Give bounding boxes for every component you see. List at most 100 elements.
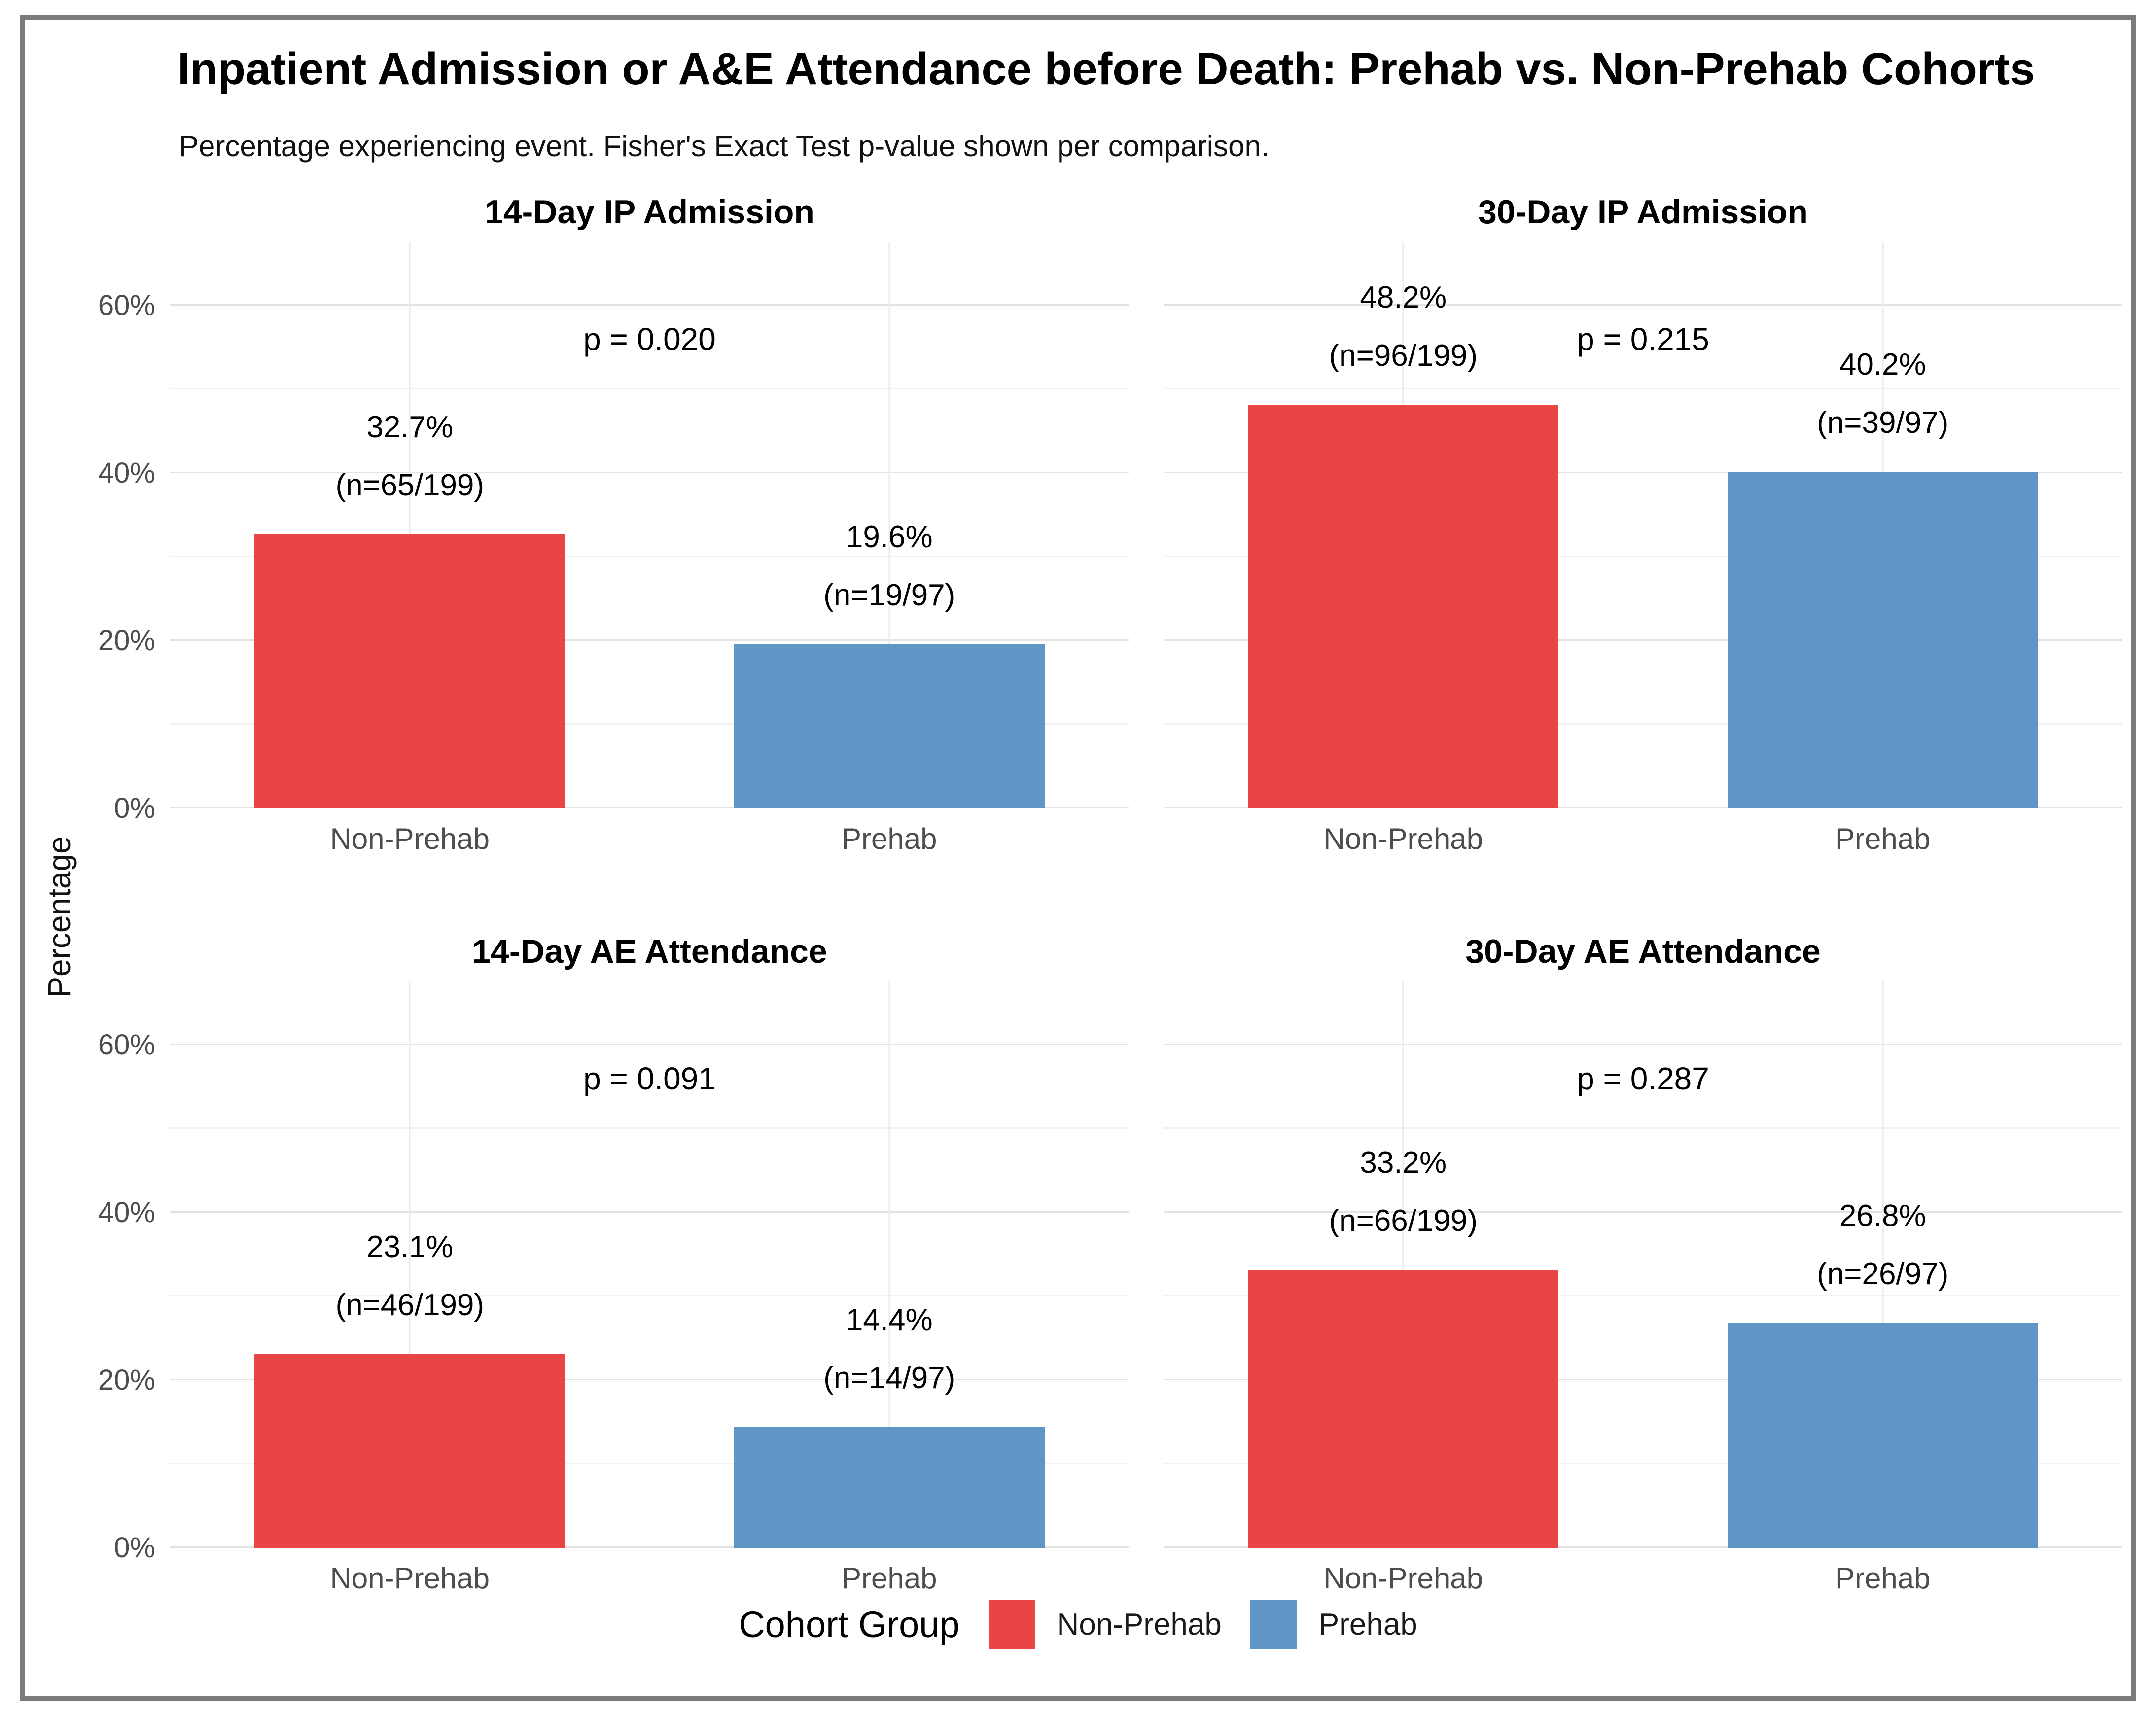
facet-14-day-ae-attendance: 14-Day AE Attendance 60% 40% 20% 0% 23.1… (98, 929, 1129, 1601)
gridline-major (1164, 304, 2122, 306)
bar-value-label: 40.2% (n=39/97) (1817, 336, 1948, 452)
gridline-major (1164, 1379, 2122, 1380)
y-tick-label: 20% (98, 625, 155, 657)
bar-value-label: 23.1% (n=46/199) (335, 1218, 484, 1334)
plot-panel: 32.7% (n=65/199) 19.6% (n=19/97) p = 0.0… (170, 242, 1129, 808)
gridline-minor (1164, 1127, 2122, 1129)
bar-value-label: 32.7% (n=65/199) (335, 398, 484, 515)
plot-panel: 33.2% (n=66/199) 26.8% (n=26/97) p = 0.2… (1164, 981, 2122, 1548)
bar-non-prehab (254, 534, 566, 808)
facet-14-day-ip-admission: 14-Day IP Admission 60% 40% 20% 0% 32.7%… (98, 190, 1129, 861)
y-tick-label: 60% (98, 1029, 155, 1061)
p-value-label: p = 0.020 (583, 321, 716, 357)
percent-label: 19.6% (846, 520, 933, 554)
gridline-major (170, 1379, 1129, 1380)
x-axis-tick-labels: Non-Prehab Prehab (1164, 822, 2122, 861)
count-label: (n=96/199) (1329, 338, 1478, 373)
x-tick-label-prehab: Prehab (842, 822, 937, 855)
legend-label-non-prehab: Non-Prehab (1057, 1607, 1222, 1642)
p-value-label: p = 0.215 (1577, 321, 1709, 357)
gridlines (1164, 981, 2122, 1548)
x-tick-label-non-prehab: Non-Prehab (330, 1562, 490, 1595)
gridline-major (170, 1546, 1129, 1548)
count-label: (n=14/97) (823, 1361, 955, 1396)
percent-label: 33.2% (1360, 1145, 1447, 1180)
gridlines (170, 242, 1129, 808)
bar-non-prehab (254, 1354, 566, 1548)
legend-swatch-prehab (1250, 1600, 1297, 1649)
facet-title: 30-Day IP Admission (1478, 193, 1808, 231)
gridline-major (1164, 639, 2122, 641)
gridline-vertical (409, 981, 411, 1548)
gridline-minor (1164, 556, 2122, 557)
count-label: (n=39/97) (1817, 405, 1949, 440)
bar-non-prehab (1248, 1269, 1559, 1548)
gridline-major (1164, 807, 2122, 808)
gridline-minor (1164, 723, 2122, 725)
count-label: (n=66/199) (1329, 1203, 1478, 1238)
legend-item-prehab: Prehab (1250, 1600, 1417, 1649)
gridline-major (1164, 472, 2122, 473)
count-label: (n=46/199) (335, 1288, 485, 1323)
gridline-major (170, 472, 1129, 473)
gridline-minor (170, 1463, 1129, 1464)
y-tick-label: 20% (98, 1364, 155, 1396)
x-axis-tick-labels: Non-Prehab Prehab (170, 1561, 1129, 1601)
bar-value-label: 48.2% (n=96/199) (1329, 269, 1478, 385)
percent-label: 40.2% (1839, 347, 1926, 382)
legend-swatch-non-prehab (988, 1600, 1035, 1649)
facet-30-day-ip-admission: 30-Day IP Admission 48.2% (n=96/199) 40.… (1164, 190, 2122, 860)
percent-label: 26.8% (1839, 1199, 1926, 1233)
facet-title: 14-Day AE Attendance (472, 933, 827, 970)
bar-value-label: 19.6% (n=19/97) (823, 508, 955, 625)
x-axis-tick-labels: Non-Prehab Prehab (170, 822, 1129, 861)
legend-label-prehab: Prehab (1318, 1607, 1417, 1642)
percent-label: 32.7% (366, 410, 454, 445)
y-axis-tick-labels: 60% 40% 20% 0% (59, 242, 155, 824)
bar-prehab (734, 644, 1045, 808)
gridline-major (1164, 1211, 2122, 1213)
gridline-vertical (1402, 981, 1404, 1548)
count-label: (n=19/97) (823, 578, 955, 612)
gridline-minor (170, 556, 1129, 557)
gridline-major (170, 807, 1129, 808)
x-tick-label-prehab: Prehab (842, 1562, 937, 1595)
count-label: (n=65/199) (335, 468, 485, 503)
y-tick-label: 60% (98, 289, 155, 321)
x-tick-label-non-prehab: Non-Prehab (1323, 1562, 1484, 1595)
gridline-major (170, 1044, 1129, 1045)
facet-title: 14-Day IP Admission (485, 193, 814, 231)
gridline-minor (1164, 1463, 2122, 1464)
p-value-label: p = 0.287 (1577, 1061, 1709, 1096)
y-tick-label: 0% (114, 792, 155, 824)
gridline-vertical (888, 981, 890, 1548)
bar-non-prehab (1248, 404, 1559, 808)
gridline-minor (170, 388, 1129, 389)
legend: Cohort Group Non-Prehab Prehab (0, 1600, 2156, 1649)
bar-prehab (1727, 1323, 2038, 1548)
x-tick-label-prehab: Prehab (1835, 1562, 1931, 1595)
x-tick-label-non-prehab: Non-Prehab (330, 822, 490, 855)
chart-subtitle: Percentage experiencing event. Fisher's … (179, 130, 1270, 163)
gridline-major (170, 639, 1129, 641)
gridline-major (1164, 1044, 2122, 1045)
x-tick-label-non-prehab: Non-Prehab (1323, 822, 1484, 855)
x-tick-label-prehab: Prehab (1835, 822, 1931, 855)
gridline-vertical (888, 242, 890, 808)
y-tick-label: 0% (114, 1532, 155, 1564)
plot-panel: 23.1% (n=46/199) 14.4% (n=14/97) p = 0.0… (170, 981, 1129, 1548)
legend-item-non-prehab: Non-Prehab (988, 1600, 1222, 1649)
bar-prehab (1727, 471, 2038, 808)
y-tick-label: 40% (98, 1196, 155, 1228)
chart-title: Inpatient Admission or A&E Attendance be… (177, 44, 2035, 94)
gridline-major (170, 304, 1129, 306)
percent-label: 48.2% (1360, 280, 1447, 315)
percent-label: 23.1% (366, 1230, 454, 1264)
gridline-major (1164, 1546, 2122, 1548)
gridline-minor (170, 1127, 1129, 1129)
facet-30-day-ae-attendance: 30-Day AE Attendance 33.2% (n=66/199) 26… (1164, 929, 2122, 1600)
plot-panel: 48.2% (n=96/199) 40.2% (n=39/97) p = 0.2… (1164, 242, 2122, 808)
bar-value-label: 33.2% (n=66/199) (1329, 1134, 1478, 1250)
bar-prehab (734, 1427, 1045, 1548)
